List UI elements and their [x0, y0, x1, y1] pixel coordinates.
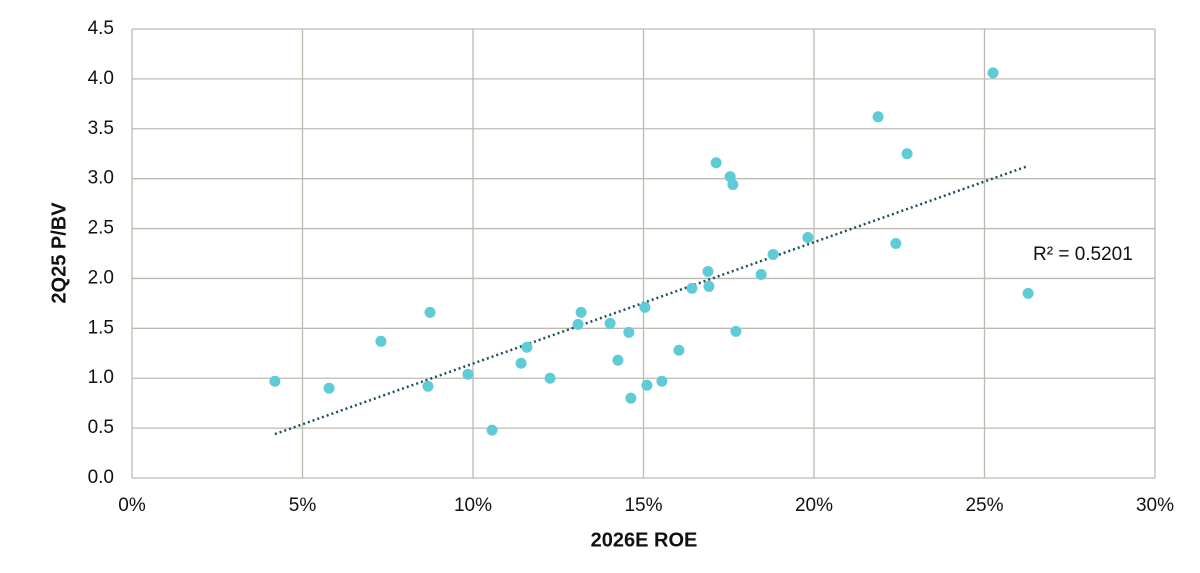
- point: [767, 248, 779, 260]
- y-tick-label: 1.0: [88, 367, 114, 388]
- point: [755, 268, 767, 280]
- y-tick-label: 2.0: [88, 267, 114, 288]
- point: [639, 301, 651, 313]
- point: [612, 354, 624, 366]
- r-squared: R² = 0.5201: [1033, 244, 1133, 265]
- x-tick-label: 20%: [795, 495, 833, 516]
- trendline: [274, 165, 1027, 436]
- point: [901, 148, 913, 160]
- y-tick-label: 3.5: [88, 118, 114, 139]
- point: [269, 375, 281, 387]
- point: [486, 424, 498, 436]
- point: [521, 341, 533, 353]
- x-axis-title: 2026E ROE: [591, 529, 698, 551]
- x-tick-label: 15%: [624, 495, 662, 516]
- x-tick-label: 0%: [118, 495, 146, 516]
- x-tick-label: 30%: [1136, 495, 1174, 516]
- point: [625, 392, 637, 404]
- point: [604, 317, 616, 329]
- y-tick-label: 2.5: [88, 218, 114, 239]
- x-tick-label: 5%: [289, 495, 317, 516]
- point: [702, 265, 714, 277]
- point: [641, 379, 653, 391]
- y-axis-title: 2Q25 P/BV: [48, 202, 70, 304]
- point: [575, 306, 587, 318]
- point: [727, 179, 739, 191]
- point: [323, 382, 335, 394]
- point: [710, 157, 722, 169]
- point: [802, 232, 814, 244]
- y-tick-label: 3.0: [88, 168, 114, 189]
- point: [623, 326, 635, 338]
- point: [656, 375, 668, 387]
- point: [422, 380, 434, 392]
- point: [375, 335, 387, 347]
- point: [462, 368, 474, 380]
- y-tick-label: 1.5: [88, 317, 114, 338]
- x-tick-label: 10%: [454, 495, 492, 516]
- point: [673, 344, 685, 356]
- point: [890, 238, 902, 250]
- y-tick-label: 0.5: [88, 417, 114, 438]
- y-tick-label: 4.5: [88, 18, 114, 39]
- x-tick-label: 25%: [965, 495, 1003, 516]
- point: [686, 282, 698, 294]
- point: [515, 357, 527, 369]
- point: [703, 280, 715, 292]
- point: [1022, 287, 1034, 299]
- y-tick-label: 4.0: [88, 68, 114, 89]
- point: [544, 372, 556, 384]
- y-tick-label: 0.0: [88, 467, 114, 488]
- point: [730, 325, 742, 337]
- point: [987, 67, 999, 79]
- point: [572, 318, 584, 330]
- point: [872, 111, 884, 123]
- point: [424, 306, 436, 318]
